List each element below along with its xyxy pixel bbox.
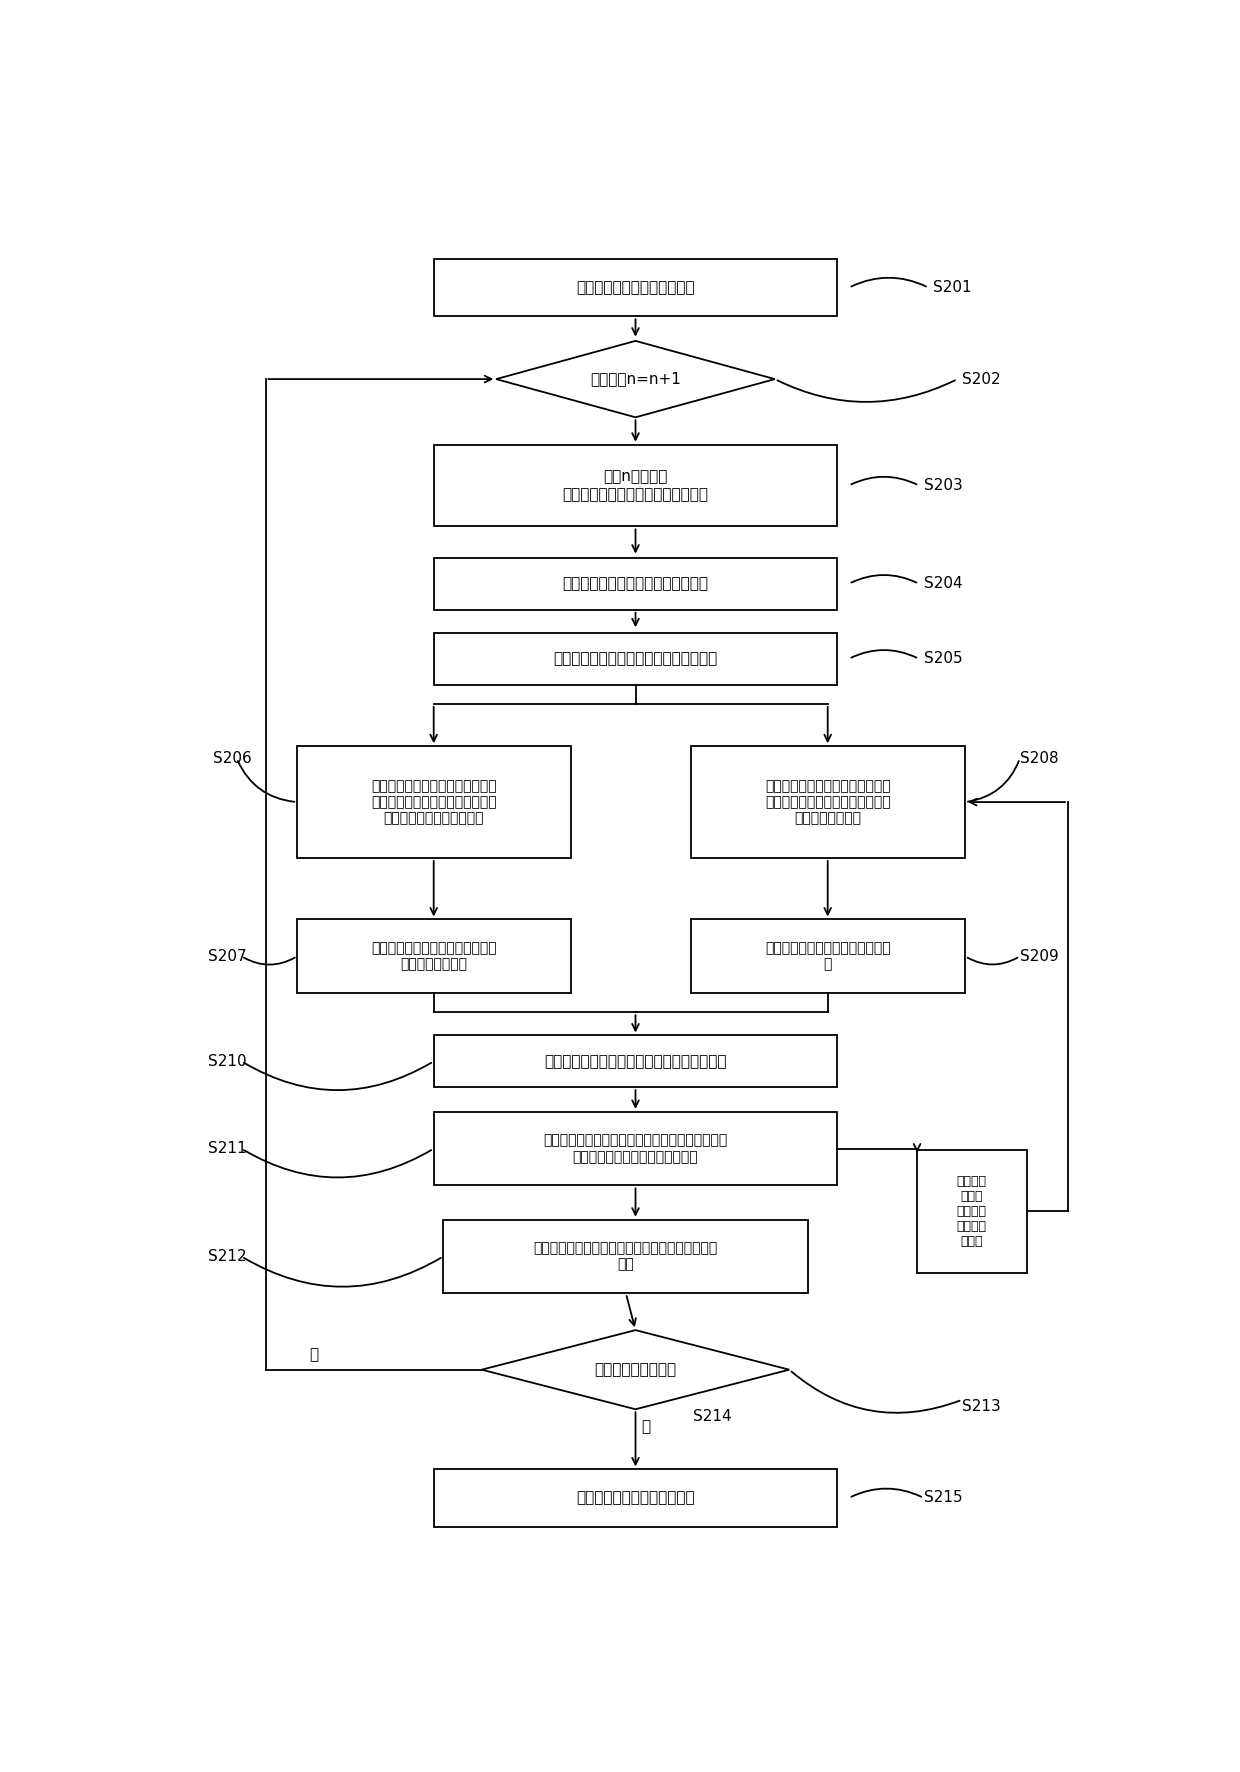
Text: 根据当前翻转次数和存储翻转次数
获得平均翻转次数: 根据当前翻转次数和存储翻转次数 获得平均翻转次数 — [371, 941, 496, 971]
Text: 对子图像数据和前级输出数据进行
比较，以获得子图像数据相对于前
级输出数据的当前翻转次数: 对子图像数据和前级输出数据进行 比较，以获得子图像数据相对于前 级输出数据的当前… — [371, 780, 496, 826]
Text: 根据平均翻转次数和量化值获得翻转抑制系数: 根据平均翻转次数和量化值获得翻转抑制系数 — [544, 1054, 727, 1069]
Text: S215: S215 — [924, 1490, 962, 1506]
Text: 将第n个像素的
初始图像数据划分为多组子图像数据: 将第n个像素的 初始图像数据划分为多组子图像数据 — [563, 470, 708, 501]
FancyBboxPatch shape — [434, 445, 837, 526]
Text: S214: S214 — [693, 1409, 732, 1423]
Text: 输出多个像素的输出图像数据: 输出多个像素的输出图像数据 — [577, 1490, 694, 1506]
Text: 根据翻转抑制系数和前级输出数据对子图像数据进
行抑制处理，以获得当前输出数据: 根据翻转抑制系数和前级输出数据对子图像数据进 行抑制处理，以获得当前输出数据 — [543, 1134, 728, 1164]
Text: S201: S201 — [934, 280, 972, 296]
FancyBboxPatch shape — [916, 1150, 1027, 1272]
Text: S203: S203 — [924, 478, 962, 493]
FancyBboxPatch shape — [434, 1035, 837, 1088]
FancyBboxPatch shape — [434, 633, 837, 684]
FancyBboxPatch shape — [434, 1469, 837, 1527]
Text: S209: S209 — [1019, 948, 1059, 964]
Text: S212: S212 — [208, 1249, 247, 1263]
FancyBboxPatch shape — [434, 1111, 837, 1185]
Text: 缓存当前
输出数
据，并输
出前级输
出数据: 缓存当前 输出数 据，并输 出前级输 出数据 — [957, 1175, 987, 1247]
Text: S202: S202 — [962, 372, 1001, 386]
Text: 对子图像数据和前级输出数据进行
比较，以获得子图像数据与前级输
出数据之间的差值: 对子图像数据和前级输出数据进行 比较，以获得子图像数据与前级输 出数据之间的差值 — [765, 780, 890, 826]
FancyBboxPatch shape — [691, 920, 965, 992]
Text: S206: S206 — [213, 751, 252, 766]
Text: S207: S207 — [208, 948, 247, 964]
Text: S211: S211 — [208, 1141, 247, 1155]
Text: 是: 是 — [641, 1419, 651, 1435]
FancyBboxPatch shape — [691, 746, 965, 858]
Text: S208: S208 — [1019, 751, 1059, 766]
Text: 像素个数n=n+1: 像素个数n=n+1 — [590, 372, 681, 386]
FancyBboxPatch shape — [434, 558, 837, 610]
Polygon shape — [481, 1331, 789, 1409]
Text: S204: S204 — [924, 576, 962, 592]
Text: 分别对各组子图像数据叠加随机扰动信号: 分别对各组子图像数据叠加随机扰动信号 — [553, 652, 718, 666]
Text: 输入多个像素的初始图像数据: 输入多个像素的初始图像数据 — [577, 280, 694, 296]
Text: 是否为最后一个像素: 是否为最后一个像素 — [594, 1363, 677, 1377]
Polygon shape — [496, 340, 775, 418]
FancyBboxPatch shape — [444, 1219, 808, 1294]
FancyBboxPatch shape — [296, 920, 570, 992]
FancyBboxPatch shape — [434, 259, 837, 317]
Text: S205: S205 — [924, 652, 962, 666]
Text: S210: S210 — [208, 1054, 247, 1069]
Text: 将多组子图像数据的当前输出数据合并为输出图像
数据: 将多组子图像数据的当前输出数据合并为输出图像 数据 — [533, 1242, 718, 1272]
Text: S213: S213 — [962, 1400, 1001, 1414]
Text: 分别对各组子图像数据进行锐化处理: 分别对各组子图像数据进行锐化处理 — [563, 576, 708, 592]
Text: 对差值进行量化处理，以获得量化
值: 对差值进行量化处理，以获得量化 值 — [765, 941, 890, 971]
FancyBboxPatch shape — [296, 746, 570, 858]
Text: 否: 否 — [309, 1347, 317, 1363]
